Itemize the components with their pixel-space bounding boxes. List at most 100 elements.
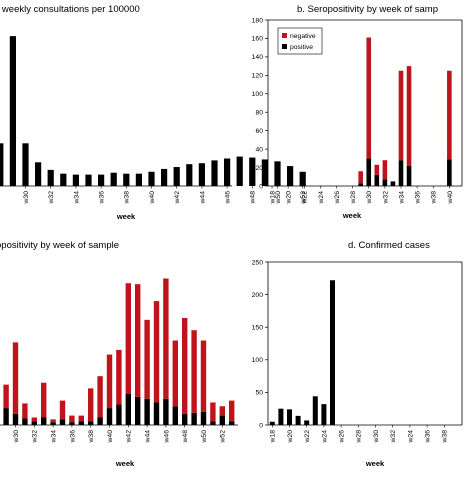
panel-a-bar-w37 <box>110 172 117 186</box>
panel-c-bar-w34-s1 <box>50 419 56 423</box>
panel-b-x-tick-label: w18 <box>269 191 276 205</box>
panel-c-bar-w46-s0 <box>163 398 169 425</box>
panel-c-bar-w39-s1 <box>97 376 103 418</box>
panel-a-bar-w49 <box>261 159 268 186</box>
panel-a-bar-w42 <box>173 167 180 186</box>
panel-c-bar-w39-s0 <box>97 417 103 425</box>
panel-b-bar-w40-s0 <box>447 159 452 186</box>
panel-b-bar-w35-s0 <box>406 165 412 186</box>
panel-b-x-tick-label: w26 <box>334 191 341 205</box>
panel-d-bar-w21 <box>295 415 301 425</box>
panel-a-x-tick-label: w34 <box>73 191 80 205</box>
panel-c-bar-w48-s0 <box>182 413 188 425</box>
panel-a-bar-w33 <box>60 173 67 186</box>
panel-b-y-tick-label: 100 <box>252 91 264 98</box>
panel-c-bar-w53-s1 <box>229 400 235 422</box>
panel-d-y-tick-label: 100 <box>252 357 264 364</box>
panel-a-bar-w36 <box>98 174 105 186</box>
panel-b-bar-w35-s1 <box>406 66 412 166</box>
panel-b: b. Seropositivity by week of samp week 0… <box>252 4 463 220</box>
panel-c-bar-w51-s1 <box>210 402 216 422</box>
panel-c-bar-w32-s1 <box>31 417 37 422</box>
panel-c-bar-w31-s1 <box>22 403 28 419</box>
panel-b-y-tick-label: 0 <box>259 183 263 190</box>
panel-c-bar-w41-s1 <box>116 349 122 405</box>
panel-c-bar-w34-s0 <box>50 422 56 425</box>
panel-b-bar-w34-s1 <box>398 70 404 161</box>
panel-c-x-tick-label: w50 <box>201 430 208 444</box>
panel-c-x-tick-label: w30 <box>13 430 20 444</box>
panel-c-x-tick-label: w32 <box>32 430 39 444</box>
panel-d-x-tick-label: w36 <box>425 430 432 444</box>
panel-c-x-tick-label: w36 <box>69 430 76 444</box>
panel-c-x-tick-label: w40 <box>107 430 114 444</box>
panel-a-bar-w35 <box>85 174 92 186</box>
panel-b-y-tick-label: 80 <box>255 110 263 117</box>
panel-c-bar-w31-s0 <box>22 418 28 425</box>
panel-a-bar-w47 <box>236 156 243 186</box>
panel-a-bar-w40 <box>148 171 155 186</box>
panel-a-x-tick-label: w36 <box>99 191 106 205</box>
panel-b-y-tick-label: 120 <box>252 73 264 80</box>
panel-a-x-tick-label: w32 <box>48 191 55 205</box>
panel-b-y-tick-label: 20 <box>255 165 263 172</box>
panel-c-bar-w52-s0 <box>219 415 225 425</box>
panel-c-bar-w33-s0 <box>41 417 47 425</box>
panel-c-xlabel: week <box>115 459 135 468</box>
panel-a-bar-w32 <box>47 169 54 186</box>
panel-c-bar-w36-s1 <box>69 415 75 423</box>
panel-b-bar-w40-s1 <box>447 70 452 160</box>
panel-c-x-tick-label: w38 <box>88 430 95 444</box>
panel-d-xlabel: week <box>365 459 385 468</box>
panel-d-x-tick-label: w28 <box>356 430 363 444</box>
panel-a-bar-w51 <box>287 166 294 186</box>
panel-c-bar-w43-s1 <box>135 284 141 397</box>
panel-c-bar-w45-s0 <box>153 402 160 425</box>
panel-a-title: d weekly consultations per 100000 <box>0 4 140 15</box>
legend-label-negative: negative <box>290 33 316 40</box>
panel-c-bar-w38-s0 <box>88 421 94 425</box>
panel-b-x-tick-label: w22 <box>302 191 309 205</box>
panel-b-x-tick-label: w36 <box>415 191 422 205</box>
panel-a-bar-w29 <box>9 36 16 186</box>
panel-a: d weekly consultations per 100000 week w… <box>0 4 307 221</box>
legend-box <box>277 27 323 55</box>
panel-c-bar-w32-s0 <box>31 421 37 425</box>
panel-c-bar-w29-s0 <box>3 408 9 425</box>
panel-c-bar-w53-s0 <box>229 421 235 425</box>
panel-c-bar-w36-s0 <box>69 422 75 425</box>
panel-d-bar-w23 <box>312 396 318 425</box>
panel-d-title: d. Confirmed cases <box>348 240 430 251</box>
panel-c-x-tick-label: w34 <box>51 430 58 444</box>
panel-a-bar-w41 <box>161 168 168 186</box>
panel-d-bar-w20 <box>287 409 292 425</box>
panel-c-bar-w50-s1 <box>200 340 207 412</box>
panel-a-x-tick-label: w40 <box>149 191 156 205</box>
panel-c-bar-w42-s0 <box>125 394 131 425</box>
panel-d-y-tick-label: 50 <box>255 390 263 397</box>
panel-b-xlabel: week <box>342 211 362 220</box>
panel-b-bar-w31-s1 <box>374 164 380 175</box>
panel-a-x-tick-label: w48 <box>250 191 257 205</box>
panel-d-bar-w22 <box>304 420 310 425</box>
panel-c-bar-w51-s0 <box>210 421 216 425</box>
panel-a-bar-w31 <box>35 162 42 186</box>
panel-c-bar-w29-s1 <box>3 384 9 409</box>
panel-d-x-tick-label: w30 <box>373 430 380 444</box>
panel-c-bar-w52-s1 <box>219 406 225 416</box>
panel-b-y-tick-label: 40 <box>255 146 263 153</box>
panel-a-bar-w45 <box>211 160 218 186</box>
panel-c-bar-w30-s0 <box>12 413 19 425</box>
panel-b-bar-w30-s1 <box>366 37 372 159</box>
panel-c-bar-w37-s1 <box>78 415 84 422</box>
panel-c-bar-w46-s1 <box>163 278 169 399</box>
panel-c-bar-w48-s1 <box>182 317 188 414</box>
panel-b-x-tick-label: w24 <box>318 191 325 205</box>
panel-d-y-tick-label: 200 <box>252 292 264 299</box>
panel-a-bar-w43 <box>186 164 193 186</box>
panel-a-x-tick-label: w44 <box>199 191 206 205</box>
panel-a-bar-w50 <box>274 161 281 186</box>
panel-d-x-tick-label: w24 <box>407 430 414 444</box>
panel-b-title: b. Seropositivity by week of samp <box>297 4 438 15</box>
